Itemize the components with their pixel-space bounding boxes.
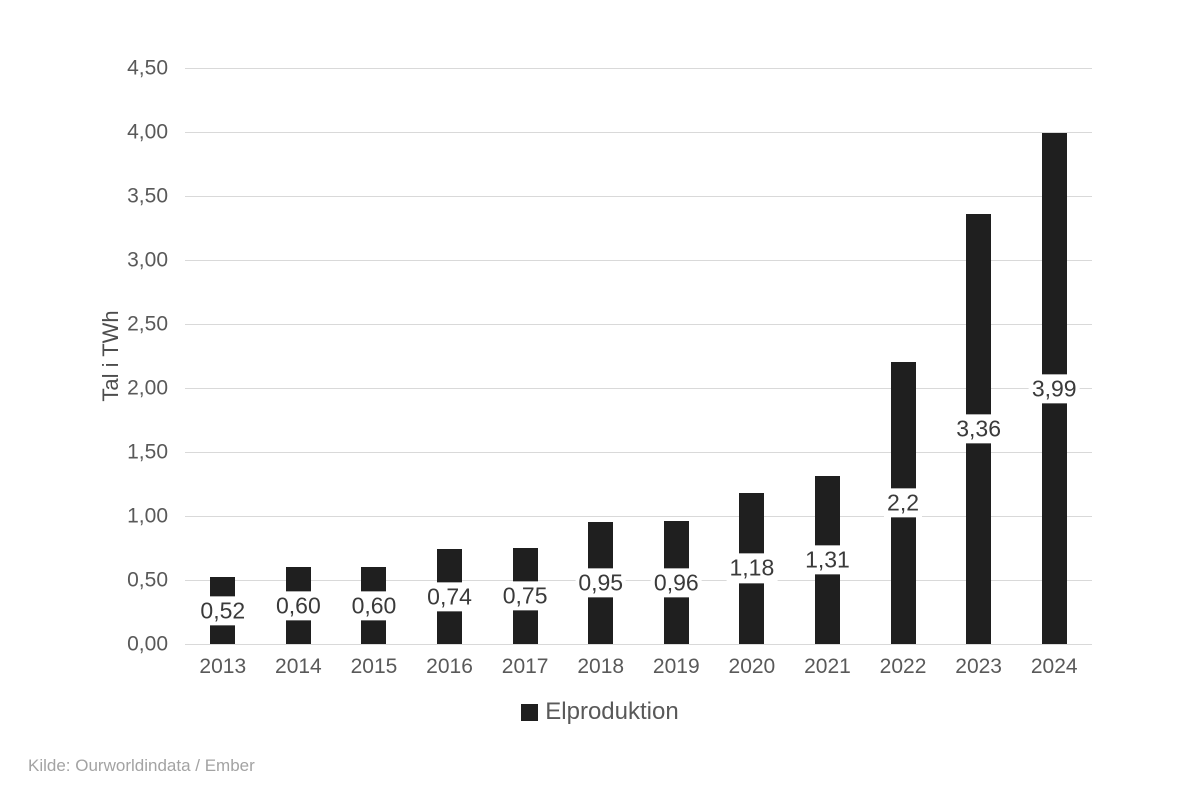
x-tick-label-2020: 2020 — [728, 655, 776, 678]
x-tick-label-2022: 2022 — [879, 655, 927, 678]
gridline-0,50 — [185, 579, 1092, 581]
gridline-3,50 — [185, 195, 1092, 197]
x-tick-label-2018: 2018 — [577, 655, 625, 678]
gridline-2,00 — [185, 387, 1092, 389]
data-label-2015: 0,60 — [348, 590, 400, 621]
x-tick-label-2023: 2023 — [955, 655, 1002, 678]
data-label-2022: 2,2 — [884, 488, 923, 518]
data-label-2016: 0,74 — [424, 581, 475, 612]
x-tick-label-2015: 2015 — [350, 655, 398, 678]
data-label-2021: 1,31 — [802, 545, 853, 575]
x-tick-label-2013: 2013 — [199, 655, 247, 678]
y-tick-label-1,50: 1,50 — [127, 440, 168, 464]
y-tick-label-2,50: 2,50 — [127, 312, 168, 336]
y-axis-title: Tal i TWh — [98, 310, 123, 402]
data-label-2013: 0,52 — [197, 596, 249, 626]
y-tick-label-4,00: 4,00 — [127, 120, 168, 144]
data-label-2024: 3,99 — [1028, 373, 1080, 404]
x-tick-label-2021: 2021 — [804, 655, 851, 678]
data-label-2020: 1,18 — [726, 553, 778, 584]
data-label-2019: 0,96 — [650, 567, 702, 598]
legend-swatch-elproduktion — [521, 703, 539, 721]
gridline-2,50 — [185, 323, 1092, 325]
y-tick-label-2,00: 2,00 — [127, 376, 168, 400]
y-tick-label-0,00: 0,00 — [127, 632, 168, 656]
x-tick-label-2014: 2014 — [275, 655, 322, 678]
x-tick-label-2024: 2024 — [1030, 655, 1078, 678]
gridline-1,50 — [185, 451, 1092, 453]
legend: Elproduktion — [0, 700, 1200, 724]
data-label-2018: 0,95 — [575, 568, 627, 598]
gridline-4,50 — [185, 67, 1092, 69]
y-tick-label-4,50: 4,50 — [127, 56, 168, 80]
gridline-3,00 — [185, 259, 1092, 261]
y-tick-label-3,50: 3,50 — [127, 184, 168, 208]
y-tick-label-1,00: 1,00 — [127, 504, 168, 528]
data-label-2017: 0,75 — [499, 581, 551, 611]
legend-label-elproduktion: Elproduktion — [545, 698, 679, 725]
x-tick-label-2017: 2017 — [501, 655, 549, 678]
gridline-0,00 — [185, 643, 1092, 645]
gridline-1,00 — [185, 515, 1092, 517]
y-tick-label-0,50: 0,50 — [127, 568, 168, 592]
source-note: Kilde: Ourworldindata / Ember — [28, 756, 255, 775]
x-tick-label-2019: 2019 — [652, 655, 700, 678]
data-label-2023: 3,36 — [953, 414, 1005, 444]
y-tick-label-3,00: 3,00 — [127, 248, 168, 272]
gridline-4,00 — [185, 131, 1092, 133]
x-tick-label-2016: 2016 — [426, 655, 473, 678]
data-label-2014: 0,60 — [272, 590, 324, 621]
